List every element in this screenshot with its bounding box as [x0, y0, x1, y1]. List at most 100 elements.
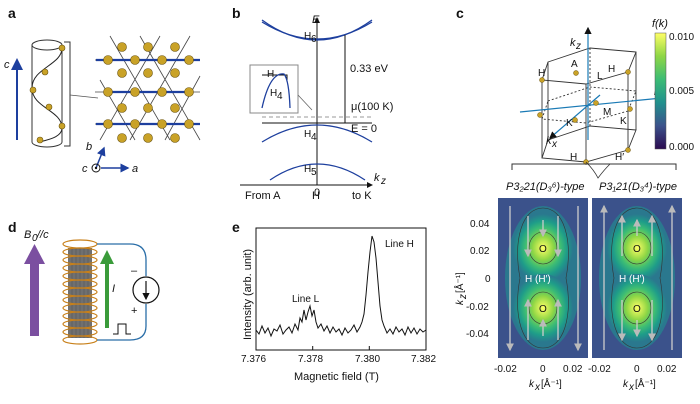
c-axis-label: c: [4, 59, 10, 71]
to-k-label: to K: [352, 190, 372, 202]
current-arrow-head: [100, 250, 114, 264]
map-y-sub: z: [458, 294, 469, 300]
inset-h4-sub: 4: [277, 91, 283, 102]
fk-map-right: O O H (H′): [592, 198, 682, 358]
panel-b-label: b: [232, 5, 241, 21]
a-axis-label: a: [132, 163, 138, 175]
left-max-lower: O: [539, 304, 547, 315]
x-tick-l1: 0: [540, 364, 546, 375]
right-max-lower: O: [633, 304, 641, 315]
bz-m-label: M: [603, 107, 611, 118]
right-center-label: H (H′): [619, 274, 645, 285]
b-axis-label: b: [86, 141, 92, 153]
current-label: I: [112, 283, 115, 295]
map-right-title: P3₁21(D₃⁴)-type: [599, 181, 677, 193]
c-axis-dot-icon: [91, 163, 101, 173]
bz-kx-label: k: [546, 135, 552, 147]
bz-kz-label: k: [570, 37, 576, 49]
colorbar-title: f(k): [652, 18, 668, 30]
spectrum-frame: [255, 227, 427, 351]
colorbar-tick-mid: 0.005: [669, 86, 694, 97]
band-h4: [261, 124, 373, 143]
c-axis-label-2: c: [82, 163, 88, 175]
panel-c: c k z k y k x A H H L M K: [453, 5, 694, 393]
band-h4-label: H: [304, 129, 311, 140]
source-minus: –: [131, 265, 138, 277]
panel-a: a c: [4, 5, 201, 175]
mu-label: μ(100 K): [351, 101, 393, 113]
y-tick-4: -0.04: [466, 329, 489, 340]
bz-k2-label: K: [620, 116, 627, 127]
panel-a-label: a: [8, 5, 16, 21]
fk-map-left: O O H (H′): [498, 198, 588, 358]
helix-cylinder: [29, 39, 99, 148]
hexagonal-lattice: [95, 35, 201, 143]
y-tick-3: -0.02: [466, 302, 489, 313]
bz-k1-label: K: [566, 118, 573, 129]
left-max-upper: O: [539, 244, 547, 255]
map-y-unit: [Å⁻¹]: [453, 272, 466, 293]
x-tick-r0: -0.02: [588, 364, 611, 375]
panel-b: b E k z H 6 H 4 H 5 0.33 eV μ(100 K) E =…: [232, 5, 393, 202]
colorbar: [654, 32, 667, 150]
source-plus: +: [131, 305, 137, 317]
x-axis-label: Magnetic field (T): [294, 371, 379, 383]
band-upper-2: [261, 21, 373, 40]
band-h5-sub: 5: [311, 167, 317, 178]
panel-c-label: c: [456, 5, 464, 21]
field-arrow-head: [24, 244, 45, 264]
band-h6-sub: 6: [311, 34, 317, 45]
bz-a-label: A: [571, 59, 578, 70]
band-h6-label: H: [304, 31, 311, 42]
y-tick-0: 0.04: [470, 219, 490, 230]
bz-l-label: L: [597, 71, 603, 82]
panel-e: e Line L Line H 7.376 7.378 7.380 7.382 …: [232, 219, 436, 383]
band-h5-label: H: [304, 164, 311, 175]
inset-h-label: H: [267, 69, 274, 80]
y-tick-1: 0.02: [470, 246, 490, 257]
kz-axis-sub: z: [380, 176, 386, 187]
map-left-title: P3₂21(D₃⁶)-type: [506, 181, 585, 193]
field-arrow-shaft: [30, 262, 39, 336]
map-x-axis: -0.02 0 0.02 -0.02 0 0.02 k x [Å⁻¹] k x …: [494, 364, 677, 393]
panel-d: d B 0 //c I – +: [8, 219, 160, 345]
band-upper-1: [261, 19, 373, 41]
y-axis-label: Intensity (arb. unit): [242, 249, 254, 340]
bz-h2-label: H: [608, 64, 615, 75]
field-suffix: //c: [36, 229, 49, 241]
x-tick-3: 7.382: [411, 354, 436, 365]
inset-h4-label: H: [270, 88, 277, 99]
bz-kx-sub: x: [551, 139, 558, 150]
spectrum-trace: [255, 235, 427, 338]
colorbar-tick-max: 0.010: [669, 32, 694, 43]
x-tick-1: 7.378: [298, 354, 323, 365]
bz-hp-label: H′: [615, 152, 624, 163]
map-y-label: k: [455, 299, 466, 305]
x-tick-l0: -0.02: [494, 364, 517, 375]
h-label: H: [312, 190, 320, 202]
x-tick-r2: 0.02: [657, 364, 677, 375]
x-tick-r1: 0: [634, 364, 640, 375]
ky-arrow: [519, 95, 664, 113]
circuit-wire-top: [97, 243, 147, 276]
energy-axis-label: E: [312, 14, 320, 26]
kz-axis-label: k: [374, 172, 380, 184]
band-h4-sub: 4: [311, 132, 317, 143]
line-h-label: Line H: [385, 239, 414, 250]
y-tick-2: 0: [485, 274, 491, 285]
map-x-sub-left: x: [534, 382, 541, 393]
x-tick-2: 7.380: [355, 354, 380, 365]
bz-kz-sub: z: [575, 41, 581, 52]
map-y-axis: 0.04 0.02 0 -0.02 -0.04 k z [Å⁻¹]: [453, 219, 491, 340]
b-axis-arrow: [95, 146, 106, 169]
circuit-wire-bottom: [97, 304, 147, 341]
map-x-label-right: k: [623, 379, 629, 390]
map-x-unit-right: [Å⁻¹]: [635, 377, 656, 390]
map-x-label-left: k: [529, 379, 535, 390]
zero-tick: 0: [314, 187, 320, 199]
map-x-unit-left: [Å⁻¹]: [541, 377, 562, 390]
coil: [62, 239, 98, 345]
zero-label: E = 0: [351, 123, 377, 135]
x-tick-l2: 0.02: [563, 364, 583, 375]
